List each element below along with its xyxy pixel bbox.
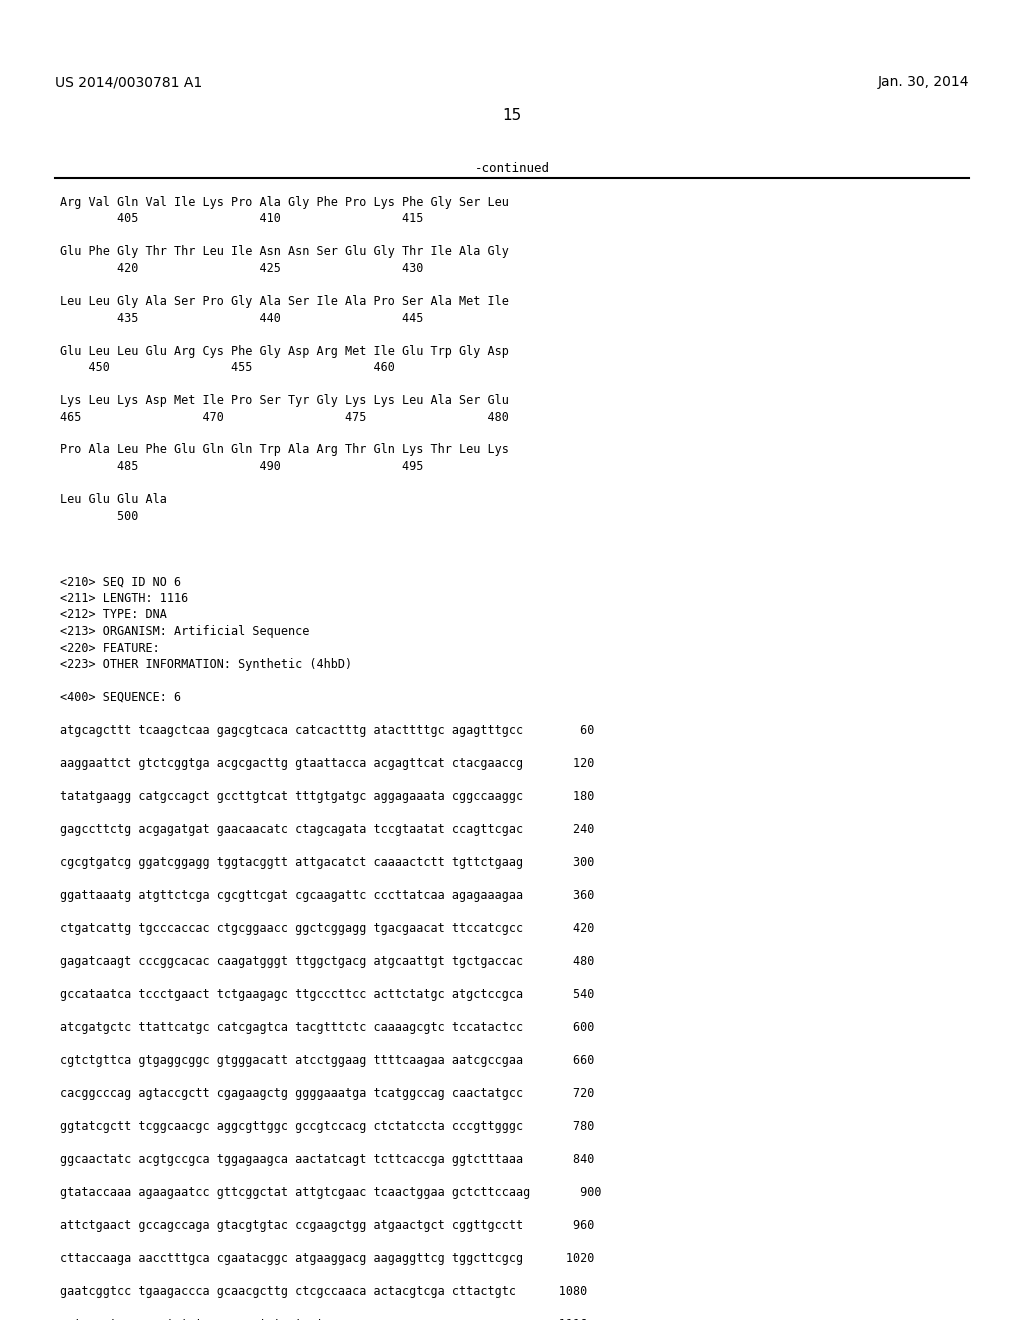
Text: 435                 440                 445: 435 440 445 [60,312,423,325]
Text: gatgagatcg aaggtatcta ccgacgtctc tactaa                               1116: gatgagatcg aaggtatcta ccgacgtctc tactaa … [60,1317,587,1320]
Text: Leu Leu Gly Ala Ser Pro Gly Ala Ser Ile Ala Pro Ser Ala Met Ile: Leu Leu Gly Ala Ser Pro Gly Ala Ser Ile … [60,294,509,308]
Text: gaatcggtcc tgaagaccca gcaacgcttg ctcgccaaca actacgtcga cttactgtc      1080: gaatcggtcc tgaagaccca gcaacgcttg ctcgcca… [60,1284,587,1298]
Text: attctgaact gccagccaga gtacgtgtac ccgaagctgg atgaactgct cggttgcctt       960: attctgaact gccagccaga gtacgtgtac ccgaagc… [60,1218,594,1232]
Text: Jan. 30, 2014: Jan. 30, 2014 [878,75,969,88]
Text: atcgatgctc ttattcatgc catcgagtca tacgtttctc caaaagcgtc tccatactcc       600: atcgatgctc ttattcatgc catcgagtca tacgttt… [60,1020,594,1034]
Text: ggattaaatg atgttctcga cgcgttcgat cgcaagattc cccttatcaa agagaaagaa       360: ggattaaatg atgttctcga cgcgttcgat cgcaaga… [60,888,594,902]
Text: Arg Val Gln Val Ile Lys Pro Ala Gly Phe Pro Lys Phe Gly Ser Leu: Arg Val Gln Val Ile Lys Pro Ala Gly Phe … [60,195,509,209]
Text: ctgatcattg tgcccaccac ctgcggaacc ggctcggagg tgacgaacat ttccatcgcc       420: ctgatcattg tgcccaccac ctgcggaacc ggctcgg… [60,921,594,935]
Text: <212> TYPE: DNA: <212> TYPE: DNA [60,609,167,622]
Text: 500: 500 [60,510,138,523]
Text: cgtctgttca gtgaggcggc gtgggacatt atcctggaag ttttcaagaa aatcgccgaa       660: cgtctgttca gtgaggcggc gtgggacatt atcctgg… [60,1053,594,1067]
Text: 15: 15 [503,108,521,123]
Text: US 2014/0030781 A1: US 2014/0030781 A1 [55,75,203,88]
Text: Leu Glu Glu Ala: Leu Glu Glu Ala [60,492,167,506]
Text: ggcaactatc acgtgccgca tggagaagca aactatcagt tcttcaccga ggtctttaaa       840: ggcaactatc acgtgccgca tggagaagca aactatc… [60,1152,594,1166]
Text: atgcagcttt tcaagctcaa gagcgtcaca catcactttg atacttttgc agagtttgcc        60: atgcagcttt tcaagctcaa gagcgtcaca catcact… [60,723,594,737]
Text: -continued: -continued [474,162,550,176]
Text: <400> SEQUENCE: 6: <400> SEQUENCE: 6 [60,690,181,704]
Text: cgcgtgatcg ggatcggagg tggtacggtt attgacatct caaaactctt tgttctgaag       300: cgcgtgatcg ggatcggagg tggtacggtt attgaca… [60,855,594,869]
Text: Pro Ala Leu Phe Glu Gln Gln Trp Ala Arg Thr Gln Lys Thr Leu Lys: Pro Ala Leu Phe Glu Gln Gln Trp Ala Arg … [60,444,509,457]
Text: <210> SEQ ID NO 6: <210> SEQ ID NO 6 [60,576,181,589]
Text: Lys Leu Lys Asp Met Ile Pro Ser Tyr Gly Lys Lys Leu Ala Ser Glu: Lys Leu Lys Asp Met Ile Pro Ser Tyr Gly … [60,393,509,407]
Text: Glu Phe Gly Thr Thr Leu Ile Asn Asn Ser Glu Gly Thr Ile Ala Gly: Glu Phe Gly Thr Thr Leu Ile Asn Asn Ser … [60,246,509,259]
Text: 485                 490                 495: 485 490 495 [60,459,423,473]
Text: ggtatcgctt tcggcaacgc aggcgttggc gccgtccacg ctctatccta cccgttgggc       780: ggtatcgctt tcggcaacgc aggcgttggc gccgtcc… [60,1119,594,1133]
Text: tatatgaagg catgccagct gccttgtcat tttgtgatgc aggagaaata cggccaaggc       180: tatatgaagg catgccagct gccttgtcat tttgtga… [60,789,594,803]
Text: aaggaattct gtctcggtga acgcgacttg gtaattacca acgagttcat ctacgaaccg       120: aaggaattct gtctcggtga acgcgacttg gtaatta… [60,756,594,770]
Text: 405                 410                 415: 405 410 415 [60,213,423,226]
Text: 465                 470                 475                 480: 465 470 475 480 [60,411,509,424]
Text: cacggcccag agtaccgctt cgagaagctg ggggaaatga tcatggccag caactatgcc       720: cacggcccag agtaccgctt cgagaagctg ggggaaa… [60,1086,594,1100]
Text: 450                 455                 460: 450 455 460 [60,360,395,374]
Text: cttaccaaga aacctttgca cgaatacggc atgaaggacg aagaggttcg tggcttcgcg      1020: cttaccaaga aacctttgca cgaatacggc atgaagg… [60,1251,594,1265]
Text: gagatcaagt cccggcacac caagatgggt ttggctgacg atgcaattgt tgctgaccac       480: gagatcaagt cccggcacac caagatgggt ttggctg… [60,954,594,968]
Text: <213> ORGANISM: Artificial Sequence: <213> ORGANISM: Artificial Sequence [60,624,309,638]
Text: gccataatca tccctgaact tctgaagagc ttgcccttcc acttctatgc atgctccgca       540: gccataatca tccctgaact tctgaagagc ttgccct… [60,987,594,1001]
Text: 420                 425                 430: 420 425 430 [60,261,423,275]
Text: <223> OTHER INFORMATION: Synthetic (4hbD): <223> OTHER INFORMATION: Synthetic (4hbD… [60,657,352,671]
Text: Glu Leu Leu Glu Arg Cys Phe Gly Asp Arg Met Ile Glu Trp Gly Asp: Glu Leu Leu Glu Arg Cys Phe Gly Asp Arg … [60,345,509,358]
Text: gagccttctg acgagatgat gaacaacatc ctagcagata tccgtaatat ccagttcgac       240: gagccttctg acgagatgat gaacaacatc ctagcag… [60,822,594,836]
Text: <211> LENGTH: 1116: <211> LENGTH: 1116 [60,591,188,605]
Text: <220> FEATURE:: <220> FEATURE: [60,642,160,655]
Text: gtataccaaa agaagaatcc gttcggctat attgtcgaac tcaactggaa gctcttccaag       900: gtataccaaa agaagaatcc gttcggctat attgtcg… [60,1185,601,1199]
